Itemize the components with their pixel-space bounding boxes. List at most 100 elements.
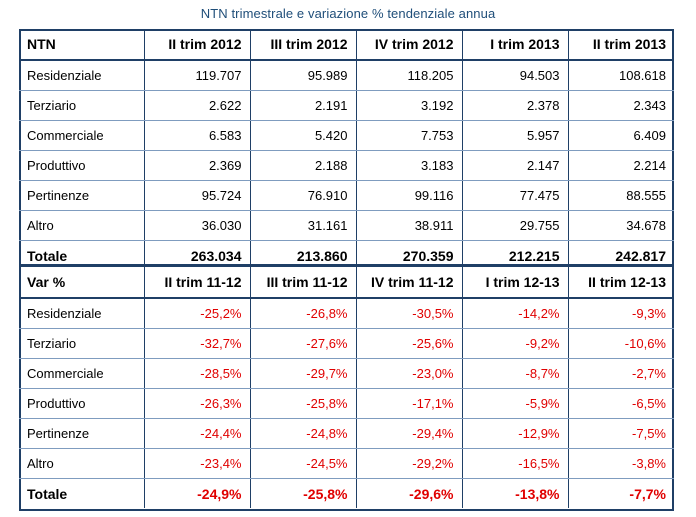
value-cell: 2.188	[249, 150, 356, 181]
total-value-cell: -29,6%	[355, 478, 462, 508]
row-label: Terziario	[19, 90, 144, 121]
value-cell: 88.555	[567, 180, 674, 211]
value-cell: -8,7%	[461, 358, 568, 389]
row-label: Residenziale	[19, 298, 144, 329]
ntn-header-cell: I trim 2013	[461, 29, 568, 61]
value-cell: -32,7%	[143, 328, 250, 359]
var-header-cell: III trim 11-12	[249, 267, 356, 299]
value-cell: -24,8%	[249, 418, 356, 449]
var-header-cell: IV trim 11-12	[355, 267, 462, 299]
value-cell: -26,8%	[249, 298, 356, 329]
value-cell: -25,6%	[355, 328, 462, 359]
value-cell: -23,0%	[355, 358, 462, 389]
value-cell: -26,3%	[143, 388, 250, 419]
table-row: Terziario -32,7% -27,6% -25,6% -9,2% -10,6%	[19, 328, 674, 359]
ntn-header-cell: IV trim 2012	[355, 29, 462, 61]
value-cell: 5.957	[461, 120, 568, 151]
value-cell: -3,8%	[567, 448, 674, 479]
value-cell: 3.183	[355, 150, 462, 181]
value-cell: 6.583	[143, 120, 250, 151]
value-cell: 3.192	[355, 90, 462, 121]
value-cell: -9,2%	[461, 328, 568, 359]
row-label: Pertinenze	[19, 180, 144, 211]
value-cell: -17,1%	[355, 388, 462, 419]
var-header-cell: Var %	[19, 267, 144, 299]
value-cell: -29,7%	[249, 358, 356, 389]
row-label: Terziario	[19, 328, 144, 359]
value-cell: 2.214	[567, 150, 674, 181]
value-cell: -27,6%	[249, 328, 356, 359]
value-cell: -2,7%	[567, 358, 674, 389]
table-row: Pertinenze -24,4% -24,8% -29,4% -12,9% -7,5%	[19, 418, 674, 449]
value-cell: -28,5%	[143, 358, 250, 389]
value-cell: -12,9%	[461, 418, 568, 449]
table-row: Commerciale 6.583 5.420 7.753 5.957 6.409	[19, 120, 674, 151]
ntn-header-cell: II trim 2012	[143, 29, 250, 61]
row-label: Residenziale	[19, 60, 144, 91]
value-cell: 31.161	[249, 210, 356, 241]
value-cell: 5.420	[249, 120, 356, 151]
total-value-cell: -25,8%	[249, 478, 356, 508]
row-label: Produttivo	[19, 150, 144, 181]
row-label: Produttivo	[19, 388, 144, 419]
value-cell: -16,5%	[461, 448, 568, 479]
total-value-cell: -13,8%	[461, 478, 568, 508]
table-row: Commerciale -28,5% -29,7% -23,0% -8,7% -2,7%	[19, 358, 674, 389]
value-cell: 2.191	[249, 90, 356, 121]
var-header-cell: II trim 12-13	[567, 267, 674, 299]
value-cell: 38.911	[355, 210, 462, 241]
row-label: Altro	[19, 210, 144, 241]
table-row: Altro 36.030 31.161 38.911 29.755 34.678	[19, 210, 674, 241]
value-cell: -24,5%	[249, 448, 356, 479]
value-cell: -6,5%	[567, 388, 674, 419]
value-cell: 108.618	[567, 60, 674, 91]
value-cell: 2.343	[567, 90, 674, 121]
var-header-row: Var % II trim 11-12 III trim 11-12 IV trim …	[19, 267, 674, 299]
value-cell: 34.678	[567, 210, 674, 241]
total-label: Totale	[27, 485, 68, 502]
value-cell: -29,2%	[355, 448, 462, 479]
value-cell: 77.475	[461, 180, 568, 211]
value-cell: 95.724	[143, 180, 250, 211]
ntn-header-cell: II trim 2013	[567, 29, 674, 61]
ntn-header-row: NTN II trim 2012 III trim 2012 IV trim 2012…	[19, 29, 674, 61]
var-header-cell: I trim 12-13	[461, 267, 568, 299]
value-cell: 36.030	[143, 210, 250, 241]
value-cell: 76.910	[249, 180, 356, 211]
value-cell: -25,2%	[143, 298, 250, 329]
value-cell: -7,5%	[567, 418, 674, 449]
ntn-table: NTN II trim 2012 III trim 2012 IV trim 2012…	[19, 29, 674, 270]
value-cell: -10,6%	[567, 328, 674, 359]
value-cell: 2.369	[143, 150, 250, 181]
ntn-header-cell: III trim 2012	[249, 29, 356, 61]
table-row: Produttivo 2.369 2.188 3.183 2.147 2.214	[19, 150, 674, 181]
value-cell: -23,4%	[143, 448, 250, 479]
row-label: Commerciale	[19, 358, 144, 389]
value-cell: 99.116	[355, 180, 462, 211]
table-row: Produttivo -26,3% -25,8% -17,1% -5,9% -6,5%	[19, 388, 674, 419]
value-cell: -5,9%	[461, 388, 568, 419]
value-cell: 29.755	[461, 210, 568, 241]
value-cell: -14,2%	[461, 298, 568, 329]
value-cell: 6.409	[567, 120, 674, 151]
row-label: Pertinenze	[19, 418, 144, 449]
value-cell: -29,4%	[355, 418, 462, 449]
var-total-row: Totale -24,9% -25,8% -29,6% -13,8% -7,7%	[19, 478, 674, 508]
value-cell: 2.147	[461, 150, 568, 181]
table-row: Residenziale 119.707 95.989 118.205 94.503 10…	[19, 60, 674, 91]
table-row: Terziario 2.622 2.191 3.192 2.378 2.343	[19, 90, 674, 121]
ntn-header-cell: NTN	[19, 29, 144, 61]
total-value-cell: -7,7%	[567, 478, 674, 508]
value-cell: 2.622	[143, 90, 250, 121]
value-cell: -25,8%	[249, 388, 356, 419]
total-label: Totale	[27, 247, 68, 264]
value-cell: 94.503	[461, 60, 568, 91]
row-label: Altro	[19, 448, 144, 479]
page-title: NTN trimestrale e variazione % tendenzia…	[200, 6, 496, 21]
row-label: Commerciale	[19, 120, 144, 151]
variation-table: Var % II trim 11-12 III trim 11-12 IV trim …	[19, 267, 674, 508]
value-cell: -30,5%	[355, 298, 462, 329]
value-cell: 118.205	[355, 60, 462, 91]
table-separator	[19, 264, 674, 267]
total-value-cell: -24,9%	[143, 478, 250, 508]
